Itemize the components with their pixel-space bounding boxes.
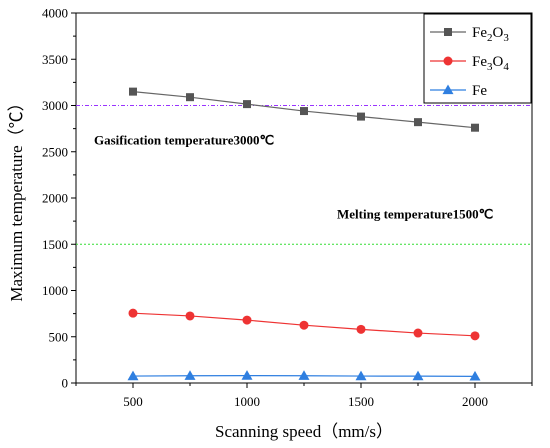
data-point-circle	[242, 315, 252, 325]
y-tick-label: 500	[49, 329, 69, 344]
legend-text-part: Fe	[472, 54, 487, 70]
data-point-triangle	[127, 370, 139, 381]
reference-labels: Gasification temperature3000℃ Melting tem…	[94, 133, 493, 222]
data-point-triangle	[184, 370, 196, 380]
reference-lines	[76, 105, 532, 245]
legend-text-part: O	[493, 25, 504, 41]
legend-subscript: 2	[487, 32, 493, 44]
legend-subscript: 3	[487, 61, 493, 73]
legend-subscript: 4	[503, 61, 509, 73]
x-tick-label: 500	[123, 394, 143, 409]
series-group	[127, 87, 481, 381]
x-axis: 500 1000 1500 2000	[75, 383, 533, 409]
x-tick-label: 1500	[348, 394, 374, 409]
data-point-square	[471, 123, 479, 132]
legend-text-part: Fe	[472, 83, 487, 99]
y-axis: 0 500 1000 1500 2000 2500 3000 3500 4000	[42, 6, 76, 391]
data-point-circle	[128, 308, 138, 318]
legend-box	[423, 13, 532, 104]
data-point-circle	[299, 320, 309, 330]
legend-label: Fe2O3	[472, 25, 509, 44]
y-tick-label: 2500	[42, 144, 68, 159]
data-point-triangle	[442, 84, 454, 95]
data-point-circle	[356, 324, 366, 334]
legend-subscript: 3	[503, 32, 509, 44]
legend-label: Fe3O4	[472, 54, 509, 73]
data-point-square	[444, 28, 452, 36]
data-point-triangle	[469, 370, 481, 381]
reference-line-label: Melting temperature1500℃	[337, 206, 493, 221]
x-axis-title: Scanning speed（mm/s）	[215, 422, 393, 441]
y-tick-label: 3500	[42, 52, 68, 67]
y-tick-label: 0	[62, 376, 69, 391]
data-point-triangle	[355, 370, 367, 381]
y-tick-label: 1000	[42, 283, 68, 298]
x-tick-label: 2000	[462, 394, 488, 409]
data-point-circle	[470, 331, 480, 341]
data-point-square	[129, 87, 137, 96]
data-point-square	[186, 93, 194, 102]
x-tick-label: 1000	[234, 394, 260, 409]
legend-text-part: O	[493, 54, 504, 70]
y-tick-label: 4000	[42, 6, 68, 21]
data-point-circle	[443, 56, 453, 66]
data-point-square	[300, 107, 308, 116]
reference-line-label: Gasification temperature3000℃	[94, 133, 274, 148]
data-point-triangle	[412, 370, 424, 381]
y-tick-label: 2000	[42, 191, 68, 206]
y-axis-title: Maximum temperature（℃）	[7, 94, 26, 301]
legend-label: Fe	[472, 83, 487, 99]
y-tick-label: 1500	[42, 237, 68, 252]
data-point-triangle	[241, 370, 253, 380]
data-point-square	[414, 118, 422, 127]
data-point-triangle	[298, 370, 310, 380]
y-tick-label: 3000	[42, 98, 68, 113]
data-point-square	[357, 112, 365, 121]
data-point-square	[243, 100, 251, 109]
legend-text-part: Fe	[472, 25, 487, 41]
data-point-circle	[413, 328, 423, 338]
data-point-circle	[185, 311, 195, 321]
